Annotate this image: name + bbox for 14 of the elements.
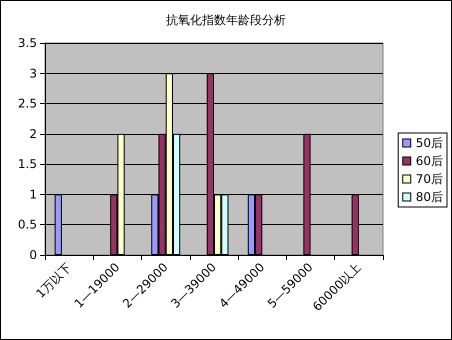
legend-label: 60后 — [416, 154, 444, 168]
y-tick-label: 3 — [29, 66, 37, 80]
y-tick-label: 1 — [29, 187, 37, 202]
chart-title: 抗氧化指数年龄段分析 — [166, 13, 286, 27]
x-tick-label: 1万以下 — [33, 260, 74, 301]
legend-label: 80后 — [416, 190, 444, 204]
legend-label: 50后 — [416, 136, 444, 150]
y-tick-label: 2.5 — [18, 96, 37, 111]
legend-label: 70后 — [416, 172, 444, 186]
y-tick-label: 1.5 — [18, 157, 37, 172]
y-tick-label: 0 — [29, 248, 37, 262]
y-tick-label: 2 — [29, 126, 37, 141]
y-tick-label: 3.5 — [18, 36, 37, 50]
y-tick-label: 0.5 — [18, 218, 37, 232]
